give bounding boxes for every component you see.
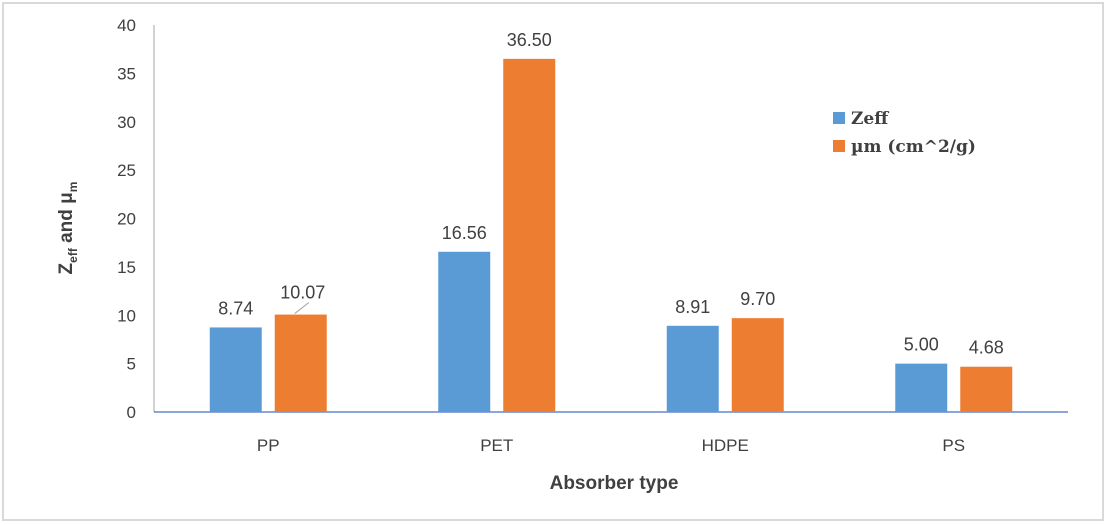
y-tick-label: 40 (117, 16, 136, 35)
y-axis-title-base: Z (56, 262, 77, 274)
y-axis-title: Zeff and μm (56, 182, 80, 275)
bar-pp-series-1 (209, 327, 262, 412)
legend: Zeff µm (cm^2/g) (833, 109, 976, 157)
y-tick-label: 35 (117, 64, 136, 83)
bars (209, 58, 1013, 413)
data-label-leader-line (294, 302, 310, 314)
x-tick-label: PET (480, 436, 513, 455)
data-labels: 8.74 10.07 16.56 36.50 8.91 9.70 5.00 4.68 (218, 30, 1004, 358)
y-tick-label: 30 (117, 113, 136, 132)
bar-ps-series-1 (895, 363, 948, 412)
y-tick-label: 0 (127, 403, 136, 422)
y-tick-label: 20 (117, 210, 136, 229)
x-tick-label: PP (257, 436, 280, 455)
x-tick-label: PS (942, 436, 965, 455)
y-tick-labels: 0 5 10 15 20 25 30 35 40 (117, 16, 136, 422)
y-tick-label: 10 (117, 306, 136, 325)
y-axis-title-middle: and μ (56, 192, 77, 248)
y-tick-label: 15 (117, 258, 136, 277)
bar-pet-series-1 (438, 251, 491, 412)
bar-hdpe-series-2 (731, 318, 784, 412)
legend-label: Zeff (851, 109, 889, 129)
data-label: 8.91 (675, 297, 710, 317)
x-axis-title: Absorber type (550, 473, 679, 494)
data-label: 36.50 (507, 30, 552, 50)
data-label: 16.56 (442, 223, 487, 243)
y-axis-title-sub1: eff (66, 247, 80, 263)
x-tick-labels: PP PET HDPE PS (257, 436, 965, 455)
bar-ps-series-2 (960, 366, 1013, 412)
legend-label: µm (cm^2/g) (851, 137, 976, 157)
data-label: 5.00 (904, 335, 939, 355)
y-axis-title-sub2: m (66, 182, 80, 193)
legend-swatch (833, 112, 845, 124)
bar-hdpe-series-1 (666, 325, 719, 412)
data-label: 9.70 (740, 289, 775, 309)
data-label: 8.74 (218, 298, 253, 318)
y-tick-label: 25 (117, 161, 136, 180)
legend-swatch (833, 140, 845, 152)
y-tick-label: 5 (127, 355, 136, 374)
data-label: 4.68 (969, 338, 1004, 358)
bar-pp-series-2 (274, 314, 327, 412)
data-label: 10.07 (280, 283, 325, 303)
x-tick-label: HDPE (702, 436, 749, 455)
bar-pet-series-2 (503, 58, 556, 413)
